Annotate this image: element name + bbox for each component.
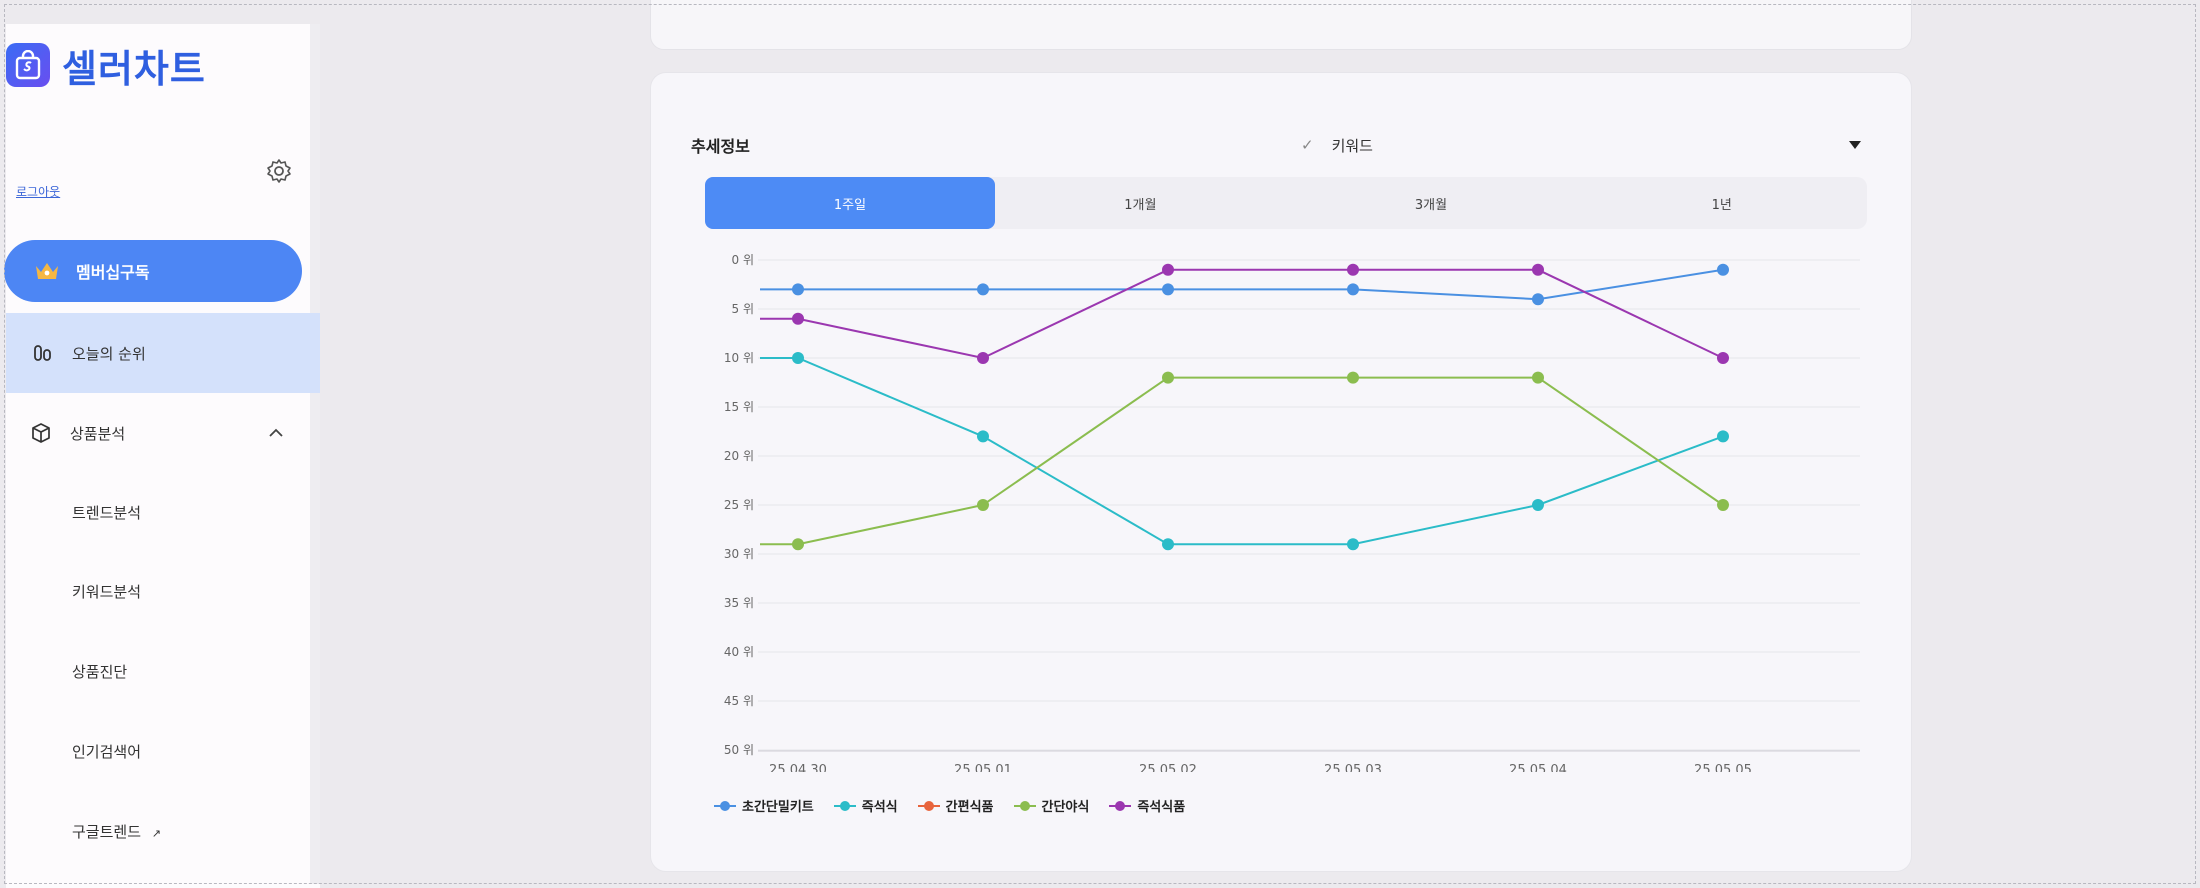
y-tick-label: 50 위 [724, 743, 754, 757]
check-icon: ✓ [1301, 136, 1314, 154]
x-tick-label: 25.05.05 [1694, 763, 1752, 772]
trend-card: 추세정보 ✓ 키워드 1주일 1개월 3개월 1년 [650, 72, 1912, 872]
data-point[interactable] [792, 312, 804, 325]
period-tabs: 1주일 1개월 3개월 1년 [705, 177, 1867, 229]
data-point[interactable] [1532, 263, 1544, 276]
sidebar-scrollbar[interactable] [310, 24, 320, 884]
tab-1month[interactable]: 1개월 [1124, 197, 1157, 213]
y-tick-label: 45 위 [724, 694, 754, 708]
y-tick-label: 25 위 [724, 498, 754, 512]
data-point[interactable] [1347, 283, 1359, 296]
legend-item[interactable]: 간편식품 [917, 796, 994, 815]
rank-icon [34, 345, 51, 361]
legend-label: 간단야식 [1041, 800, 1090, 815]
panel-title: 추세정보 [691, 137, 750, 156]
data-point[interactable] [1162, 538, 1174, 551]
y-tick-label: 5 위 [732, 302, 755, 316]
nav-google-trends-label: 구글트렌드 [72, 823, 142, 841]
legend-swatch [833, 800, 856, 811]
data-point[interactable] [1532, 371, 1544, 384]
data-point[interactable] [792, 283, 804, 296]
series-line [760, 268, 1724, 360]
nav-keyword-analysis[interactable]: 키워드분석 [72, 583, 142, 601]
data-point[interactable] [977, 499, 989, 511]
y-tick-label: 0 위 [732, 253, 755, 267]
data-point[interactable] [1162, 263, 1174, 276]
legend-label: 즉석식 [861, 800, 898, 815]
y-tick-label: 30 위 [724, 547, 754, 561]
data-point[interactable] [977, 430, 989, 443]
data-point[interactable] [1532, 499, 1544, 511]
caret-down-icon [1849, 141, 1861, 149]
y-tick-label: 20 위 [724, 449, 754, 463]
nav-popular-search[interactable]: 인기검색어 [72, 743, 142, 761]
data-point[interactable] [977, 283, 989, 296]
box-icon [32, 423, 50, 443]
logout-link[interactable]: 로그아웃 [16, 185, 61, 199]
data-point[interactable] [1532, 293, 1544, 306]
x-tick-label: 25.04.30 [769, 763, 827, 772]
nav-product-analysis-label: 상품분석 [70, 424, 126, 443]
data-point[interactable] [1717, 352, 1729, 364]
data-point[interactable] [1347, 371, 1359, 384]
tab-3month[interactable]: 3개월 [1414, 197, 1448, 213]
data-point[interactable] [1162, 283, 1174, 296]
legend-item[interactable]: 초간단밀키트 [714, 796, 814, 815]
nav-trend-analysis[interactable]: 트렌드분석 [72, 504, 142, 522]
chart-legend: 초간단밀키트 즉석식 간편식품 간단야식 즉석식품 [714, 796, 1205, 815]
nav-google-trends[interactable]: 구글트렌드 ↗ [72, 821, 161, 842]
gear-icon[interactable] [266, 158, 292, 184]
data-point[interactable] [977, 352, 989, 364]
legend-swatch [917, 800, 940, 811]
legend-label: 간편식품 [945, 800, 994, 815]
legend-swatch [714, 800, 736, 811]
app-name: 셀러차트 [62, 46, 206, 91]
series-line [760, 357, 1724, 546]
membership-button[interactable]: 멤버십구독 [4, 240, 302, 302]
x-tick-label: 25.05.01 [954, 763, 1012, 772]
external-link-icon: ↗ [151, 827, 162, 840]
legend-label: 초간단밀키트 [742, 800, 814, 815]
keyword-label: 키워드 [1331, 136, 1373, 155]
top-card [650, 0, 1912, 50]
y-tick-label: 40 위 [724, 645, 754, 659]
x-tick-label: 25.05.02 [1139, 763, 1197, 772]
data-point[interactable] [1717, 430, 1729, 443]
tab-1week[interactable]: 1주일 [705, 177, 995, 229]
legend-item[interactable]: 간단야식 [1013, 796, 1090, 815]
legend-item[interactable]: 즉석식 [833, 796, 898, 815]
membership-label: 멤버십구독 [76, 263, 150, 282]
x-tick-label: 25.05.04 [1509, 763, 1567, 772]
shopping-bag-icon [6, 43, 50, 87]
y-tick-label: 15 위 [724, 400, 754, 414]
data-point[interactable] [1717, 263, 1729, 276]
legend-item[interactable]: 즉석식품 [1109, 796, 1185, 815]
tab-1year[interactable]: 1년 [1711, 197, 1732, 213]
legend-swatch [1109, 800, 1132, 811]
legend-label: 즉석식품 [1137, 800, 1186, 815]
series-line [760, 268, 1724, 301]
data-point[interactable] [1347, 538, 1359, 551]
nav-product-diagnosis[interactable]: 상품진단 [72, 663, 128, 681]
nav-today-rank-label: 오늘의 순위 [72, 344, 146, 363]
y-tick-label: 10 위 [724, 351, 754, 365]
nav-today-rank[interactable]: 오늘의 순위 [6, 313, 320, 393]
data-point[interactable] [1162, 371, 1174, 384]
trend-line-chart: 0 위 5 위 10 위 15 위 20 위 25 위 30 위 35 위 40 위 45 위 50… [724, 253, 1860, 772]
nav-product-analysis[interactable]: 상품분석 [6, 405, 304, 461]
keyword-dropdown[interactable]: ✓ 키워드 [1301, 133, 1861, 157]
x-tick-label: 25.05.03 [1324, 763, 1382, 772]
crown-icon [36, 263, 58, 279]
app-logo[interactable]: 셀러차트 [6, 34, 206, 96]
chevron-up-icon[interactable] [268, 428, 284, 438]
data-point[interactable] [1347, 263, 1359, 276]
data-point[interactable] [792, 538, 804, 551]
legend-swatch [1013, 800, 1036, 811]
data-point[interactable] [1717, 499, 1729, 511]
y-tick-label: 35 위 [724, 596, 754, 610]
data-point[interactable] [792, 352, 804, 364]
